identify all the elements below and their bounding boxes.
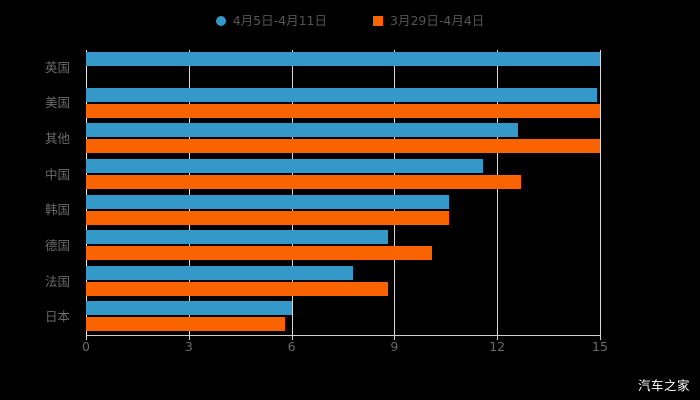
bar-4-series-1[interactable] [86,210,450,225]
legend-label: 3月29日-4月4日 [390,12,485,28]
y-axis-label-6: 法国 [44,273,70,289]
bar-group-4 [86,193,600,229]
gridline-x-15 [600,50,601,335]
chart-legend: 4月5日-4月11日 3月29日-4月4日 [0,10,700,32]
bar-7-series-1[interactable] [86,317,285,332]
x-tick-mark-3 [188,335,190,340]
y-axis-label-3: 中国 [44,166,70,182]
gridline-x-3 [188,50,190,335]
x-tick-mark-12 [497,335,499,340]
bar-0-series-0[interactable] [86,52,600,66]
x-tick-mark-0 [86,335,87,340]
bar-group-6 [86,264,600,300]
x-axis-label-0: 0 [82,339,90,354]
x-axis-label-2: 6 [287,339,296,354]
gridline-x-0 [86,50,87,335]
legend-circle-icon [215,16,226,26]
bar-group-7 [86,299,600,335]
x-axis-label-3: 9 [390,339,399,354]
legend-entry-0[interactable]: 4月5日-4月11日 [215,12,327,28]
gridline-x-6 [291,50,293,335]
x-axis-tick-labels: 0 3 6 9 12 15 [0,339,700,357]
legend-square-icon [373,16,383,26]
bar-2-series-1[interactable] [86,139,600,154]
bar-group-1 [86,86,600,122]
watermark: 汽车之家 [637,377,690,393]
gridline-x-9 [394,50,396,335]
bar-3-series-0[interactable] [86,158,484,173]
legend-label: 4月5日-4月11日 [232,12,327,28]
y-axis-label-1: 美国 [44,95,70,111]
bar-group-5 [86,228,600,264]
x-axis-line [86,335,601,340]
x-tick-mark-15 [600,335,601,340]
bar-4-series-0[interactable] [86,194,450,209]
bar-2-series-0[interactable] [86,123,518,138]
y-axis-label-5: 德国 [44,237,70,253]
x-tick-mark-6 [291,335,293,340]
gridline-x-12 [497,50,499,335]
bar-6-series-0[interactable] [86,265,354,280]
legend-entry-1[interactable]: 3月29日-4月4日 [373,12,485,28]
bar-group-0 [86,50,600,86]
x-axis-label-1: 3 [184,339,193,354]
bar-group-3 [86,157,600,193]
x-tick-mark-9 [394,335,396,340]
y-axis-label-4: 韩国 [44,202,70,218]
y-axis-label-7: 日本 [44,308,70,324]
x-axis-label-5: 15 [592,339,608,354]
bar-6-series-1[interactable] [86,281,388,296]
bar-5-series-1[interactable] [86,246,433,261]
bar-3-series-1[interactable] [86,174,522,189]
y-axis-category-labels: 英国美国其他中国韩国德国法国日本 [0,50,78,335]
plot-area [86,50,601,335]
bar-1-series-1[interactable] [86,103,600,118]
bar-5-series-0[interactable] [86,230,388,245]
y-axis-label-0: 英国 [44,59,70,75]
y-axis-label-2: 其他 [44,130,70,146]
x-axis-label-4: 12 [489,339,506,354]
bar-7-series-0[interactable] [86,301,292,316]
bar-1-series-0[interactable] [86,87,597,102]
bar-group-2 [86,121,600,157]
